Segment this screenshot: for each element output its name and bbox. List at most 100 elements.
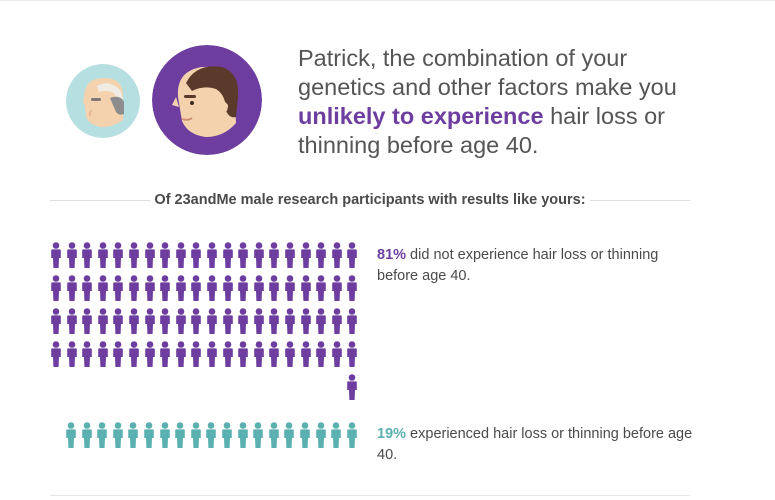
- person-icon: [207, 242, 217, 268]
- person-icon: [175, 275, 186, 301]
- person-icon: [268, 422, 279, 448]
- person-icon: [113, 308, 124, 334]
- person-icon: [347, 374, 358, 400]
- person-icon: [129, 308, 139, 334]
- person-icon: [129, 242, 139, 268]
- person-icon: [191, 275, 202, 301]
- person-icon: [316, 242, 326, 268]
- person-icon: [97, 341, 108, 367]
- person-icon: [144, 422, 154, 448]
- person-icon: [207, 341, 217, 367]
- person-icon: [160, 308, 170, 334]
- person-icon: [97, 275, 108, 301]
- person-icon: [207, 275, 217, 301]
- person-icon: [300, 275, 311, 301]
- stat-no-loss-text: did not experience hair loss or thinning…: [377, 247, 659, 284]
- person-icon: [207, 308, 217, 334]
- stat-no-loss: 81% did not experience hair loss or thin…: [377, 245, 697, 287]
- person-icon: [66, 242, 77, 268]
- person-icon: [269, 275, 280, 301]
- person-icon: [331, 341, 342, 367]
- person-icon: [253, 308, 264, 334]
- younger-man-avatar-icon: [152, 45, 262, 155]
- person-icon: [269, 242, 280, 268]
- person-icon: [285, 275, 295, 301]
- person-icon: [316, 341, 326, 367]
- person-icon: [175, 422, 185, 448]
- person-icon: [222, 275, 233, 301]
- person-icon: [222, 242, 233, 268]
- person-icon: [82, 341, 92, 367]
- person-icon: [269, 341, 280, 367]
- person-icon: [269, 308, 280, 334]
- person-icon: [300, 422, 310, 448]
- person-icon: [300, 341, 311, 367]
- person-icon: [315, 422, 326, 448]
- stat-no-loss-percent: 81%: [377, 247, 407, 263]
- person-icon: [284, 422, 295, 448]
- person-icon: [191, 242, 202, 268]
- person-icon: [66, 275, 77, 301]
- person-icon: [66, 341, 77, 367]
- person-icon: [112, 422, 123, 448]
- person-icon: [316, 275, 326, 301]
- person-icon: [97, 242, 108, 268]
- person-icon: [175, 308, 186, 334]
- person-icon: [347, 242, 358, 268]
- person-icon: [331, 308, 342, 334]
- person-icon: [175, 341, 186, 367]
- person-icon: [191, 308, 202, 334]
- person-icon: [222, 422, 232, 448]
- person-icon: [113, 341, 124, 367]
- headline-emphasis: unlikely to experience: [298, 103, 544, 129]
- person-icon: [331, 422, 341, 448]
- person-icon: [331, 275, 342, 301]
- stat-loss-percent: 19%: [377, 426, 407, 442]
- person-icon: [285, 308, 295, 334]
- person-icon: [144, 341, 155, 367]
- person-icon: [300, 308, 311, 334]
- person-icon: [66, 422, 76, 448]
- person-icon: [81, 422, 92, 448]
- result-headline: Patrick, the combination of your genetic…: [298, 44, 718, 160]
- person-icon: [144, 242, 155, 268]
- person-icon: [347, 275, 358, 301]
- person-icon: [51, 308, 61, 334]
- person-icon: [347, 341, 358, 367]
- person-icon: [253, 422, 263, 448]
- person-icon: [238, 275, 248, 301]
- person-icon: [316, 308, 326, 334]
- headline-text-before: Patrick, the combination of your genetic…: [298, 45, 677, 100]
- top-border: [0, 0, 775, 1]
- person-icon: [160, 242, 170, 268]
- person-icon: [51, 275, 61, 301]
- person-icon: [97, 308, 108, 334]
- person-icon: [144, 275, 155, 301]
- person-icon: [253, 242, 264, 268]
- person-icon: [285, 341, 295, 367]
- headline-text-after: hair loss or thinning before age 40.: [298, 103, 666, 158]
- older-man-avatar-icon: [66, 64, 140, 138]
- section-divider: Of 23andMe male research participants wi…: [50, 190, 690, 210]
- person-icon: [82, 308, 92, 334]
- person-icon: [253, 275, 264, 301]
- person-icon: [238, 341, 248, 367]
- person-icon: [190, 422, 201, 448]
- person-icon: [238, 308, 248, 334]
- person-icon: [175, 242, 186, 268]
- person-icon: [82, 275, 92, 301]
- stat-loss-text: experienced hair loss or thinning before…: [377, 426, 693, 463]
- person-icon: [113, 242, 124, 268]
- person-icon: [346, 422, 357, 448]
- person-icon: [160, 275, 170, 301]
- person-icon: [253, 341, 264, 367]
- person-icon: [128, 422, 139, 448]
- section-caption: Of 23andMe male research participants wi…: [154, 192, 586, 208]
- person-icon: [238, 242, 248, 268]
- person-icon: [206, 422, 217, 448]
- person-icon: [97, 422, 107, 448]
- person-icon: [144, 308, 155, 334]
- person-icon: [285, 242, 295, 268]
- person-icon: [113, 275, 124, 301]
- person-icon: [160, 341, 170, 367]
